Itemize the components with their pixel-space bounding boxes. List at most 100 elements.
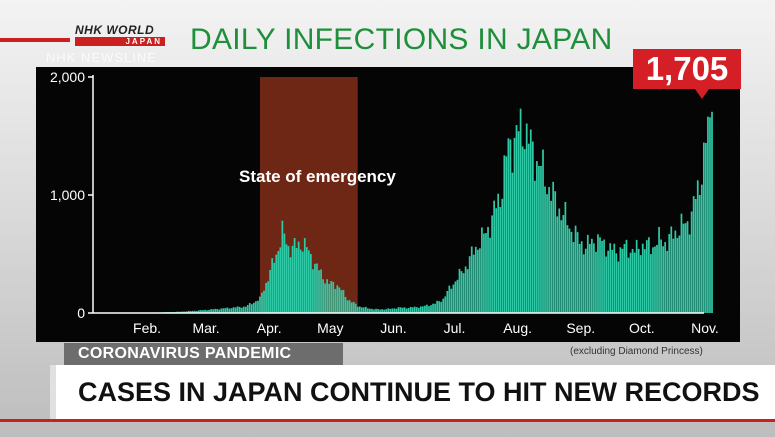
daily-case-bar [244, 306, 247, 313]
daily-case-bar [485, 233, 487, 313]
daily-case-bar [411, 307, 414, 313]
daily-case-bar [269, 269, 272, 313]
daily-case-bar [629, 252, 632, 313]
daily-case-bar [250, 304, 253, 313]
daily-case-bar [635, 239, 638, 313]
daily-case-bar [285, 244, 288, 313]
daily-case-bar [401, 307, 404, 313]
daily-case-bar [652, 247, 654, 313]
daily-case-bar [542, 149, 544, 313]
daily-case-bar [523, 149, 526, 313]
daily-case-bar [625, 239, 628, 313]
daily-case-bar [568, 228, 571, 313]
daily-case-bar [641, 243, 644, 313]
daily-case-bar [395, 308, 398, 313]
daily-case-bar [426, 304, 428, 313]
daily-case-bar [356, 306, 359, 313]
daily-case-bar [599, 237, 601, 313]
daily-case-bar [560, 220, 563, 313]
daily-case-bar [692, 196, 695, 313]
daily-case-bar [668, 234, 671, 313]
daily-case-bar [403, 307, 406, 313]
daily-case-bar [531, 141, 534, 313]
daily-case-bar [299, 249, 302, 313]
daily-case-bar [387, 308, 390, 313]
daily-case-bar [574, 225, 577, 313]
daily-case-bar [619, 247, 622, 313]
daily-case-bar [417, 307, 420, 313]
daily-case-bar [501, 198, 504, 313]
daily-case-bar [633, 252, 636, 313]
daily-case-bar [413, 306, 416, 313]
daily-case-bar [273, 262, 276, 313]
daily-case-bar [283, 233, 286, 313]
daily-case-bar [507, 138, 510, 313]
daily-case-bar [609, 243, 612, 313]
daily-case-bar [546, 194, 548, 313]
daily-case-bar [672, 238, 675, 313]
daily-case-bar [562, 215, 565, 313]
daily-case-bar [371, 308, 373, 313]
x-tick-label: Nov. [691, 320, 719, 336]
daily-case-bar [670, 226, 673, 313]
x-tick-label: Sep. [566, 320, 595, 336]
daily-case-bar [238, 306, 241, 313]
daily-case-bar [212, 309, 215, 313]
daily-case-bar [556, 216, 559, 313]
daily-case-bar [279, 247, 282, 313]
daily-case-bar [303, 238, 306, 313]
daily-case-bar [305, 247, 308, 313]
daily-case-bar [397, 307, 400, 313]
daily-case-bar [664, 242, 667, 313]
daily-case-bar [385, 309, 388, 313]
daily-case-bar [324, 283, 326, 313]
daily-case-bar [310, 253, 312, 313]
daily-case-bar [472, 254, 475, 313]
y-tick-label: 2,000 [50, 69, 85, 85]
daily-case-bar [513, 137, 516, 313]
daily-case-bar [639, 255, 642, 313]
daily-case-bar [650, 254, 652, 313]
daily-case-bar [377, 309, 379, 313]
daily-case-bar [627, 257, 630, 313]
daily-case-bar [248, 302, 251, 313]
daily-case-bar [428, 306, 430, 313]
daily-case-bar [216, 309, 219, 313]
daily-case-bar [674, 230, 677, 313]
x-tick-label: May [317, 320, 343, 336]
daily-case-bar [590, 238, 593, 313]
daily-case-bar [582, 254, 585, 313]
daily-case-bar [432, 303, 434, 313]
daily-case-bar [476, 249, 479, 313]
daily-case-bar [399, 307, 402, 313]
daily-case-bar [328, 283, 331, 313]
daily-case-bar [448, 285, 451, 313]
daily-case-bar [267, 281, 269, 313]
daily-case-bar [505, 156, 508, 313]
daily-case-bar [493, 200, 495, 313]
daily-case-bar [314, 263, 316, 313]
daily-case-bar [529, 129, 532, 313]
daily-case-bar [503, 155, 506, 313]
daily-case-bar [456, 279, 459, 313]
daily-case-bar [200, 310, 202, 313]
daily-case-bar [367, 308, 369, 313]
daily-case-bar [454, 281, 457, 313]
daily-case-bar [214, 308, 217, 313]
daily-case-bar [409, 306, 412, 313]
daily-case-bar [232, 307, 235, 313]
daily-case-bar [307, 250, 310, 313]
daily-case-bar [696, 180, 699, 313]
daily-case-bar [552, 181, 555, 313]
daily-case-bar [538, 165, 540, 313]
daily-case-bar [222, 308, 225, 313]
daily-case-bar [464, 266, 467, 313]
daily-case-bar [688, 234, 691, 313]
daily-case-bar [452, 284, 455, 313]
daily-case-bar [466, 269, 469, 313]
daily-case-bar [297, 241, 300, 313]
daily-case-bar [326, 279, 329, 313]
chart-footnote: (excluding Diamond Princess) [570, 346, 703, 357]
daily-case-bar [682, 223, 685, 313]
